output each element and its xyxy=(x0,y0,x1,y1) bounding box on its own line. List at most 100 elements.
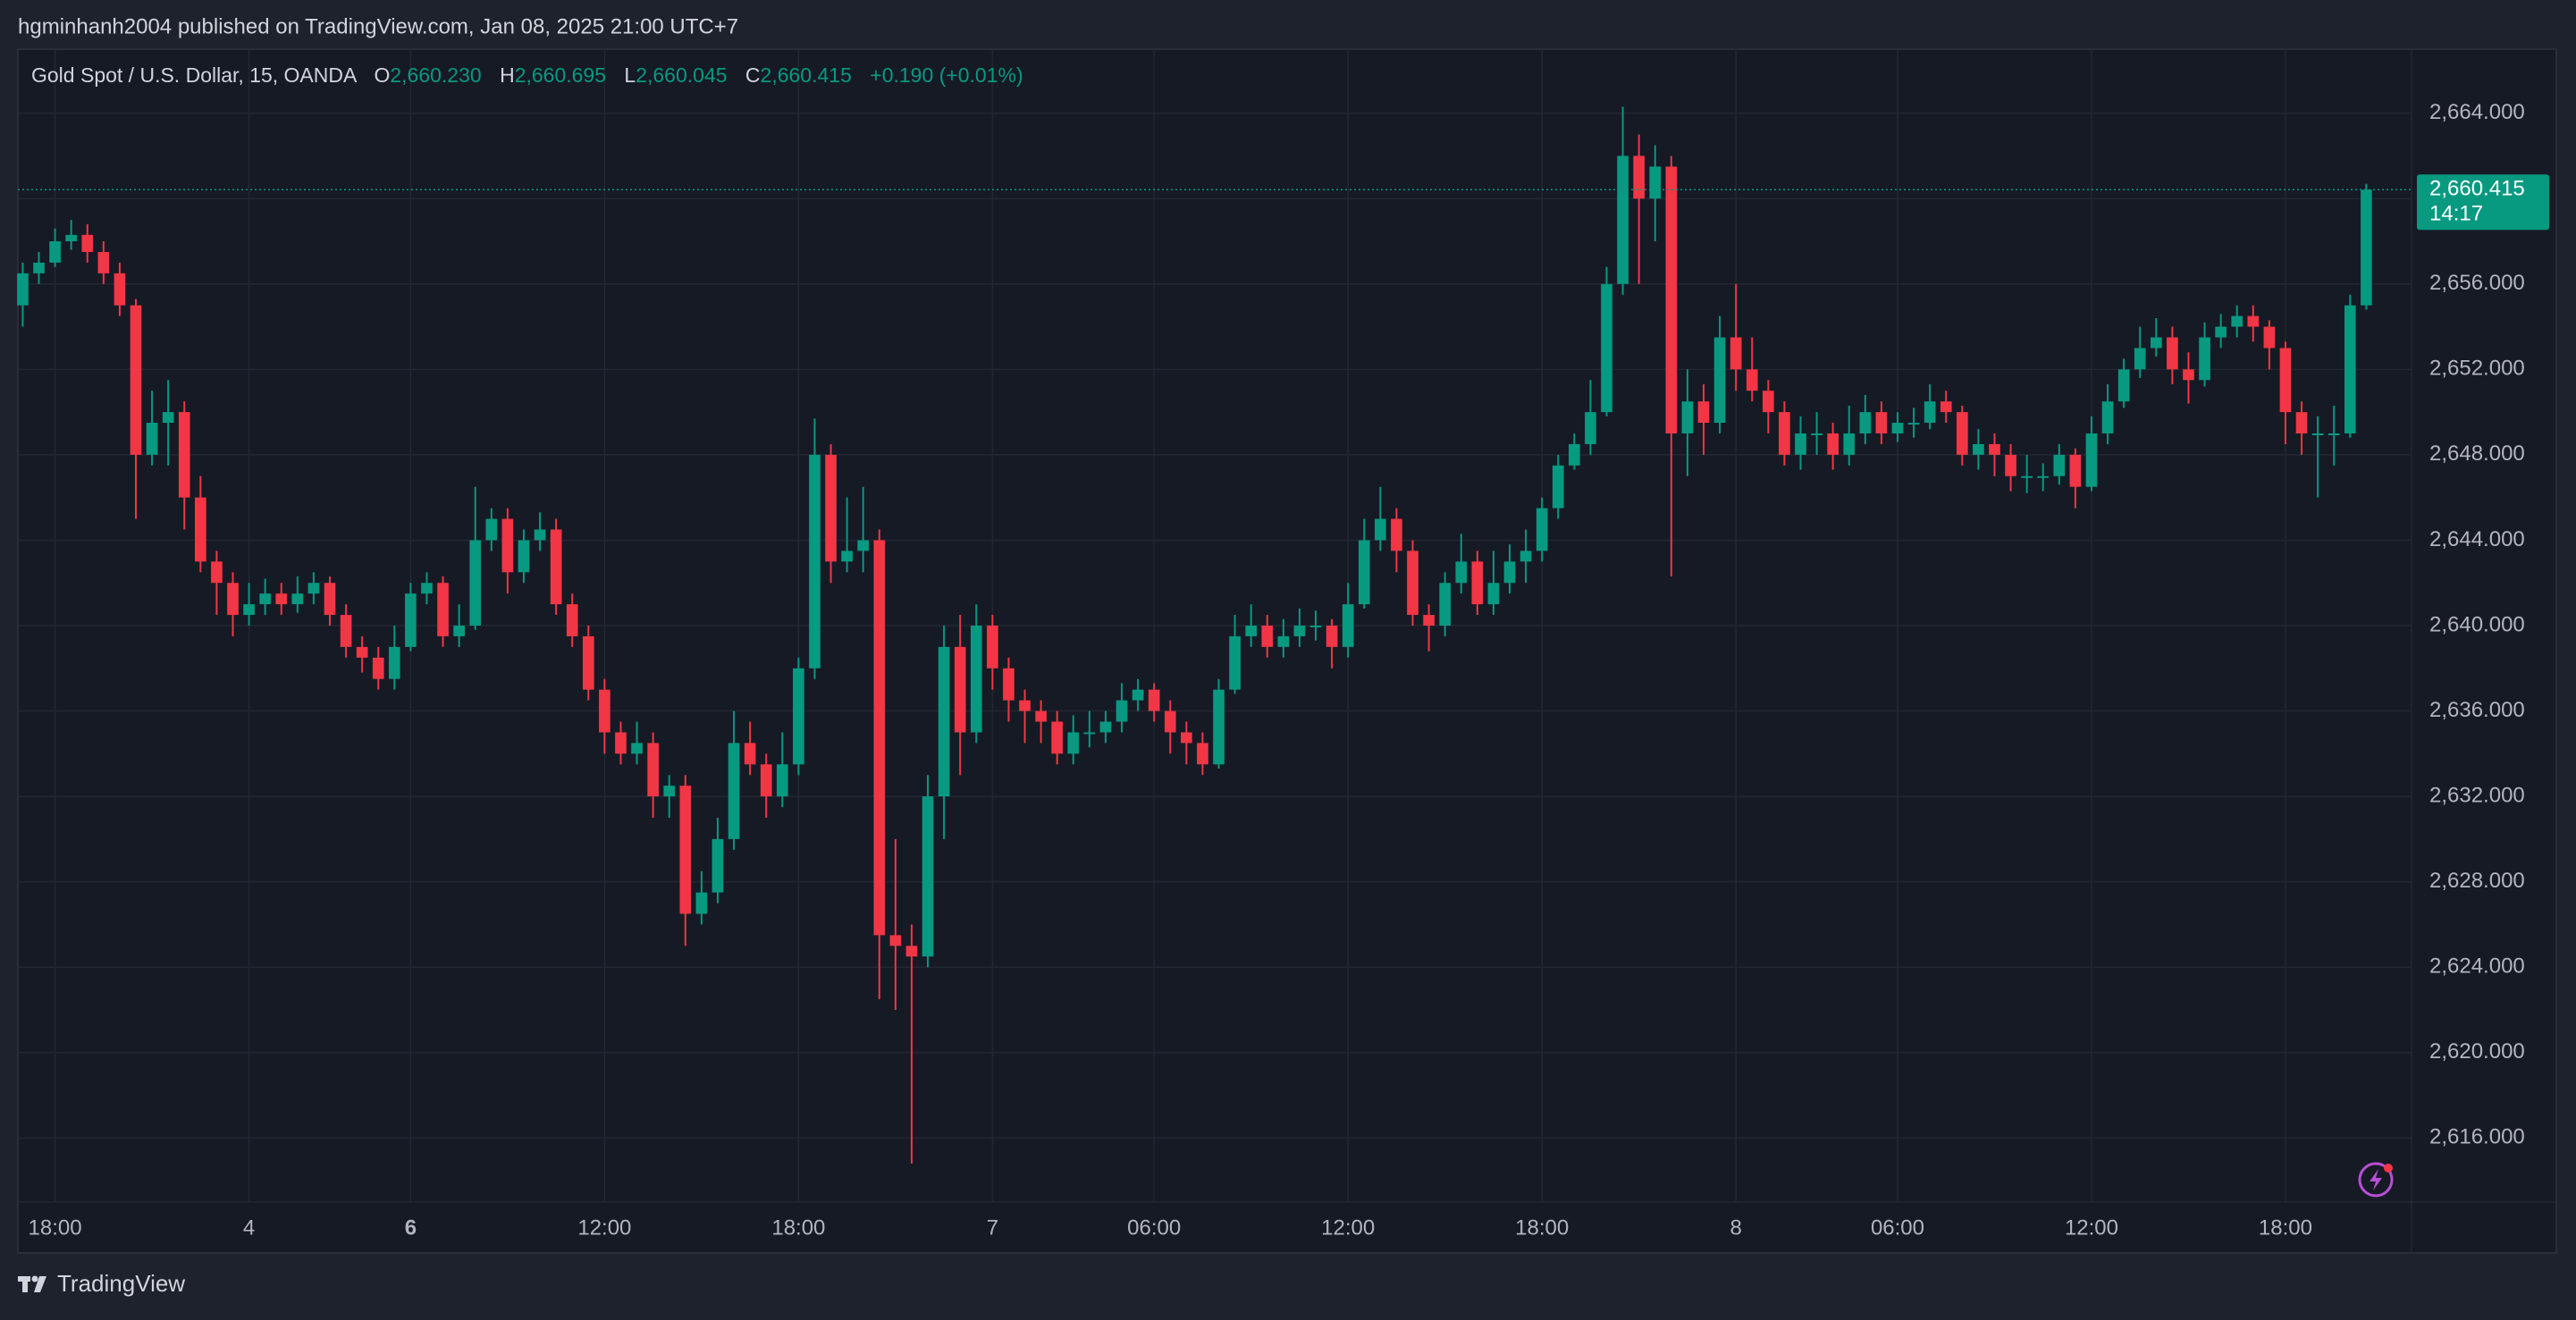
x-tick-label: 8 xyxy=(1730,1215,1741,1240)
legend-symbol: Gold Spot / U.S. Dollar, 15, OANDA xyxy=(31,63,358,87)
countdown-label: 14:17 xyxy=(2429,202,2483,226)
candle-body xyxy=(647,743,659,797)
candle-body xyxy=(2183,369,2194,381)
candle-body xyxy=(1309,626,1322,627)
candle-body xyxy=(1956,412,1968,455)
y-tick-label: 2,656.000 xyxy=(2429,271,2525,295)
candle-body xyxy=(2215,326,2227,338)
candle-body xyxy=(809,454,821,668)
candle-body xyxy=(1617,156,1629,284)
candle-body xyxy=(130,305,142,455)
candle-body xyxy=(1697,401,1710,424)
last-price-label: 2,660.415 xyxy=(2429,177,2525,201)
y-tick-label: 2,636.000 xyxy=(2429,698,2525,722)
candle-body xyxy=(243,604,255,616)
candle-body xyxy=(1827,433,1839,455)
candle-body xyxy=(1795,433,1806,455)
candle-body xyxy=(744,743,756,765)
candle-body xyxy=(1164,710,1176,733)
candle-body xyxy=(114,273,126,306)
candle-body xyxy=(1035,710,1047,722)
legend-h: 2,660.695 xyxy=(515,63,606,87)
header-text: hgminhanh2004 published on TradingView.c… xyxy=(18,14,738,38)
candle-body xyxy=(1067,732,1080,754)
candle-body xyxy=(1487,583,1500,605)
candle-body xyxy=(2295,412,2308,433)
candle-body xyxy=(2085,433,2098,487)
candle-body xyxy=(1713,337,1726,424)
candle-body xyxy=(1859,412,1872,433)
x-tick-label: 18:00 xyxy=(29,1215,82,1240)
candle-body xyxy=(469,540,482,626)
x-tick-label: 18:00 xyxy=(771,1215,825,1240)
candle-body xyxy=(227,583,239,616)
candle-body xyxy=(97,251,110,273)
x-tick-label: 6 xyxy=(405,1215,417,1240)
icon-dot[interactable] xyxy=(2384,1164,2393,1173)
candle-body xyxy=(825,454,837,562)
candle-body xyxy=(534,529,546,541)
x-tick-label: 12:00 xyxy=(2065,1215,2118,1240)
legend-l: 2,660.045 xyxy=(636,63,727,87)
legend-c: 2,660.415 xyxy=(761,63,852,87)
candle-body xyxy=(1439,583,1452,626)
candle-body xyxy=(2279,348,2292,413)
candle-body xyxy=(1633,156,1645,199)
candle-body xyxy=(922,796,934,957)
candle-body xyxy=(388,646,400,679)
x-tick-label: 18:00 xyxy=(2259,1215,2312,1240)
candle-body xyxy=(421,583,433,594)
candle-body xyxy=(1843,433,1856,455)
lightning-icon[interactable] xyxy=(2358,1162,2394,1198)
icon-ring[interactable] xyxy=(2358,1162,2394,1198)
legend-text: Gold Spot / U.S. Dollar, 15, OANDA O 2,66… xyxy=(31,63,1023,87)
candle-body xyxy=(1342,604,1354,647)
candle-body xyxy=(405,593,417,647)
candle-body xyxy=(49,241,61,263)
legend-c-label: C xyxy=(745,63,761,87)
candle-body xyxy=(1585,412,1596,444)
candle-body xyxy=(550,529,562,605)
candle-body xyxy=(1455,561,1468,584)
icon-bolt[interactable] xyxy=(2370,1169,2382,1190)
candle-body xyxy=(2037,475,2050,478)
candle-body xyxy=(1973,443,1984,455)
candle-body xyxy=(2361,189,2372,306)
legend-o-label: O xyxy=(374,63,390,87)
candle-body xyxy=(1601,283,1612,413)
y-tick-label: 2,628.000 xyxy=(2429,869,2525,893)
candle-body xyxy=(695,892,708,914)
candle-body xyxy=(1471,561,1484,605)
y-tick-label: 2,624.000 xyxy=(2429,954,2525,979)
candle-body xyxy=(615,732,627,754)
candle-body xyxy=(1503,561,1516,584)
candle-body xyxy=(1019,700,1031,711)
candle-body xyxy=(1197,743,1208,765)
candle-body xyxy=(2101,401,2114,433)
candle-body xyxy=(17,273,29,306)
candle-body xyxy=(518,540,530,573)
candle-body xyxy=(1746,369,1758,391)
candle-body xyxy=(356,646,368,658)
x-tick-label: 06:00 xyxy=(1871,1215,1924,1240)
candle-body xyxy=(1181,732,1192,744)
candle-body xyxy=(178,412,190,498)
candle-body xyxy=(1326,626,1338,647)
candle-body xyxy=(1536,508,1548,551)
candle-body xyxy=(566,604,578,636)
y-tick-label: 2,632.000 xyxy=(2429,783,2525,807)
candle-body xyxy=(2053,454,2066,476)
candle-body xyxy=(1245,626,1258,636)
candle-body xyxy=(372,657,384,679)
candle-body xyxy=(857,540,870,551)
candle-body xyxy=(162,412,174,424)
candle-body xyxy=(81,234,94,252)
candle-body xyxy=(631,743,643,754)
candle-body xyxy=(1681,401,1694,433)
candle-body xyxy=(905,946,918,957)
candle-body xyxy=(1115,700,1128,722)
candle-body xyxy=(1907,423,1920,425)
y-tick-label: 2,640.000 xyxy=(2429,612,2525,636)
x-tick-label: 12:00 xyxy=(577,1215,631,1240)
